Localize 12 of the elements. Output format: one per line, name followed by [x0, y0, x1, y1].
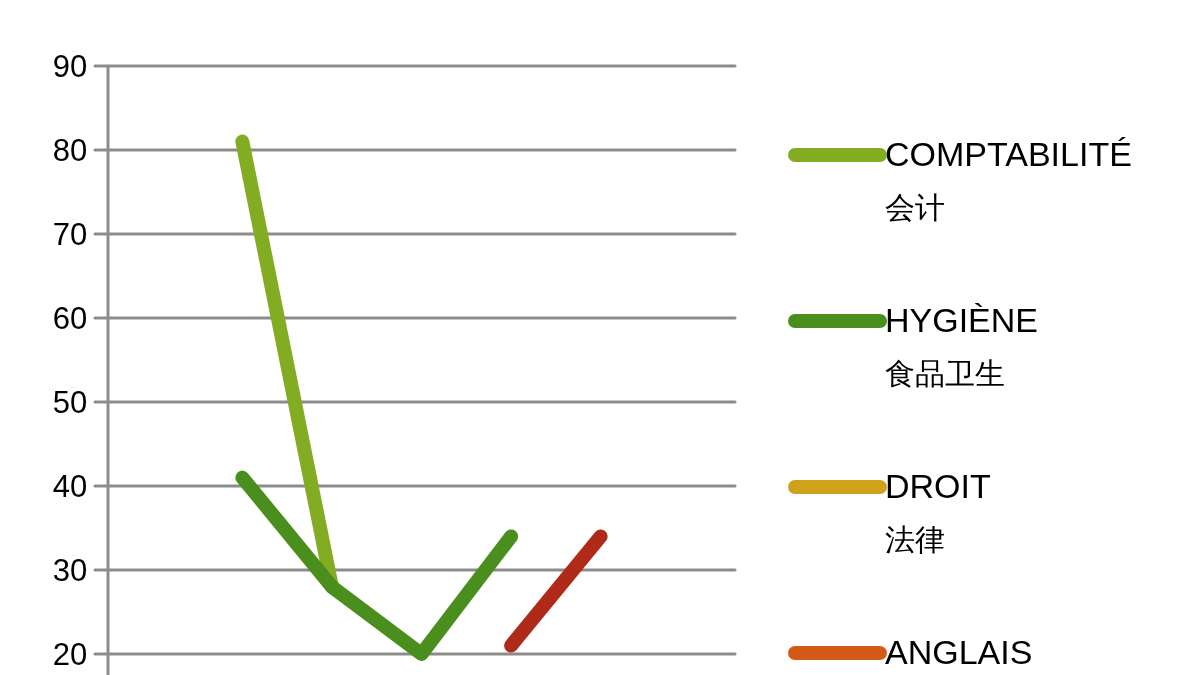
y-tick-label: 60 — [52, 301, 88, 336]
legend-label: ANGLAIS — [885, 633, 1033, 671]
legend-label: DROIT 法律 — [885, 467, 991, 556]
y-tick-label: 50 — [52, 385, 88, 420]
y-tick-label: 80 — [52, 133, 88, 168]
legend-label: HYGIÈNE 食品卫生 — [885, 301, 1039, 390]
y-tick-label: 40 — [52, 469, 88, 504]
y-tick-label: 90 — [52, 49, 88, 84]
y-tick-label: 20 — [52, 637, 88, 672]
y-tick-label: 30 — [52, 553, 88, 588]
y-tick-label: 70 — [52, 217, 88, 252]
legend-label: COMPTABILITÉ 会计 — [885, 135, 1132, 224]
